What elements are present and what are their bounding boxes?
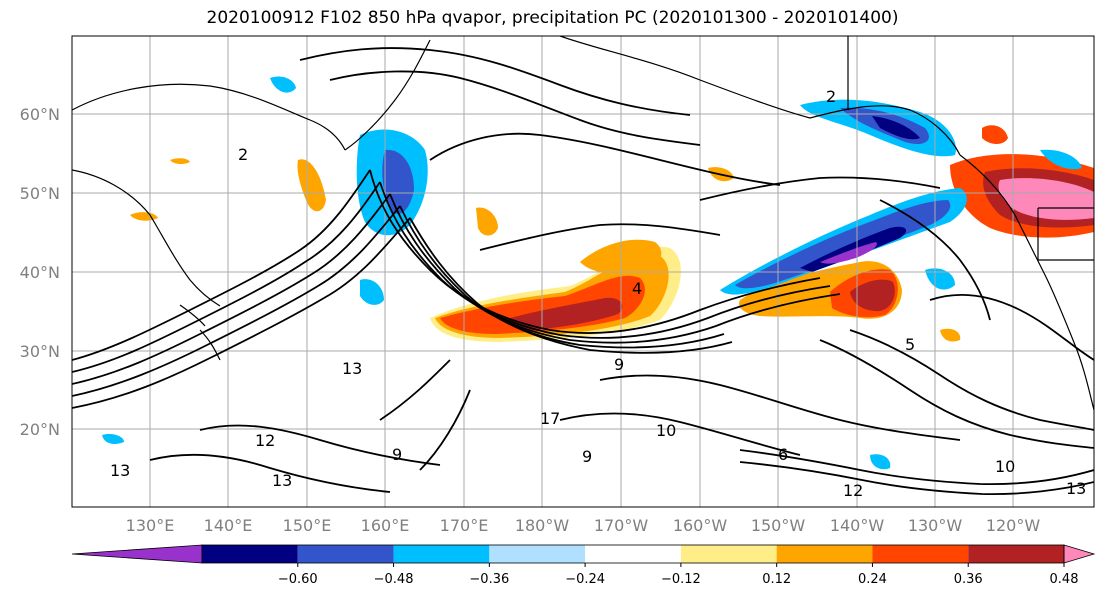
- contour-label: 13: [110, 461, 130, 480]
- shade-neg-band-max: [820, 242, 877, 264]
- contour-label: 13: [272, 471, 292, 490]
- lon-label: 180°W: [515, 516, 570, 535]
- colorbar-segment: [297, 545, 394, 563]
- colorbar-tick-label: −0.24: [565, 572, 605, 587]
- lat-label: 30°N: [20, 342, 60, 361]
- shade-neg-e1: [925, 268, 955, 290]
- colorbar-tick-label: 0.36: [954, 572, 983, 587]
- colorbar-segment: [585, 545, 681, 563]
- colorbar-segment: [872, 545, 969, 563]
- shade-neg-ak-max: [872, 116, 920, 140]
- lat-label: 20°N: [20, 420, 60, 439]
- lon-label: 150°W: [751, 516, 806, 535]
- gridlines: [72, 36, 1094, 507]
- colorbar-tick-label: 0.24: [858, 572, 887, 587]
- shade-neg-kam-strong: [382, 149, 414, 214]
- shade-neg-e2: [1040, 149, 1082, 170]
- colorbar-extend-high: [1063, 544, 1096, 564]
- lat-label: 60°N: [20, 105, 60, 124]
- colorbar-segment: [680, 545, 777, 563]
- contour-label: 13: [342, 359, 362, 378]
- contour-label: 9: [392, 445, 402, 464]
- shade-pos-w2: [476, 207, 498, 236]
- contour-label: 2: [238, 145, 248, 164]
- lon-label: 130°W: [908, 516, 963, 535]
- plot-frame: [71, 35, 1095, 508]
- colorbar-tick-label: −0.12: [661, 572, 701, 587]
- contour-label: 13: [1066, 479, 1086, 498]
- shade-neg-band-mid: [735, 200, 951, 289]
- contour-label-group: 2 2 4 5 6 9 9 9 10 10 12 12 13 13 13 13 …: [110, 87, 1086, 500]
- contour-label: 2: [826, 87, 836, 106]
- shade-pos-cp-dark: [509, 297, 623, 330]
- contour-label: 12: [255, 431, 275, 450]
- colorbar-segment: [489, 545, 586, 563]
- shade-neg-w2: [270, 76, 296, 93]
- contour-label: 4: [632, 279, 642, 298]
- contour-label: 10: [995, 457, 1015, 476]
- lon-label: 120°W: [986, 516, 1041, 535]
- contour-label: 12: [843, 481, 863, 500]
- shading-layer: [102, 76, 1094, 470]
- shade-pos-w1: [297, 159, 326, 212]
- contour-label: 9: [582, 447, 592, 466]
- contour-label: 9: [614, 355, 624, 374]
- contour-label: 6: [778, 445, 788, 464]
- shade-pos-w6: [940, 328, 961, 342]
- colorbar-segment: [202, 545, 298, 563]
- contour-label: 10: [656, 421, 676, 440]
- contour-label: 5: [905, 335, 915, 354]
- colorbar-ticks: −0.60 −0.48 −0.36 −0.24 −0.12 0.12 0.24 0.36 0.4…: [278, 563, 1079, 587]
- colorbar-extend-low: [71, 544, 203, 564]
- colorbar-segment: [393, 545, 490, 563]
- lon-label: 160°W: [673, 516, 728, 535]
- shade-pos-ak: [982, 125, 1008, 144]
- colorbar-tick-label: 0.12: [762, 572, 791, 587]
- colorbar: −0.60 −0.48 −0.36 −0.24 −0.12 0.12 0.24 0.36 0.4…: [71, 544, 1096, 587]
- map-title: 2020100912 F102 850 hPa qvapor, precipit…: [206, 8, 899, 28]
- lon-label: 150°E: [283, 516, 332, 535]
- lat-label: 40°N: [20, 263, 60, 282]
- lon-label: 130°E: [126, 516, 175, 535]
- lat-label: 50°N: [20, 184, 60, 203]
- lon-axis: 130°E 140°E 150°E 160°E 170°E 180°W 170°…: [126, 516, 1041, 535]
- colorbar-segment: [968, 545, 1064, 563]
- shade-pos-coast-max: [998, 178, 1094, 220]
- shade-pos-w3: [130, 212, 158, 221]
- colorbar-tick-label: −0.60: [278, 572, 318, 587]
- colorbar-frame: [201, 544, 1065, 564]
- shade-neg-w1: [360, 279, 384, 305]
- colorbar-tick-label: −0.36: [469, 572, 509, 587]
- contours: [72, 47, 1094, 496]
- lon-label: 170°E: [440, 516, 489, 535]
- lat-axis: 60°N 50°N 40°N 30°N 20°N: [20, 105, 60, 439]
- colorbar-segment: [776, 545, 873, 563]
- shade-neg-e4: [102, 433, 124, 444]
- coastlines: [72, 36, 1094, 411]
- lon-label: 170°W: [594, 516, 649, 535]
- contour-label: 17: [540, 409, 560, 428]
- shade-pos-w4: [170, 158, 190, 165]
- shade-pos-140w-dark: [850, 279, 895, 312]
- shade-neg-e3: [870, 454, 891, 470]
- lon-label: 140°E: [204, 516, 253, 535]
- colorbar-tick-label: 0.48: [1050, 572, 1079, 587]
- lon-label: 160°E: [361, 516, 410, 535]
- colorbar-tick-label: −0.48: [374, 572, 414, 587]
- colorbar-segments: [71, 544, 1096, 564]
- lon-label: 140°W: [830, 516, 885, 535]
